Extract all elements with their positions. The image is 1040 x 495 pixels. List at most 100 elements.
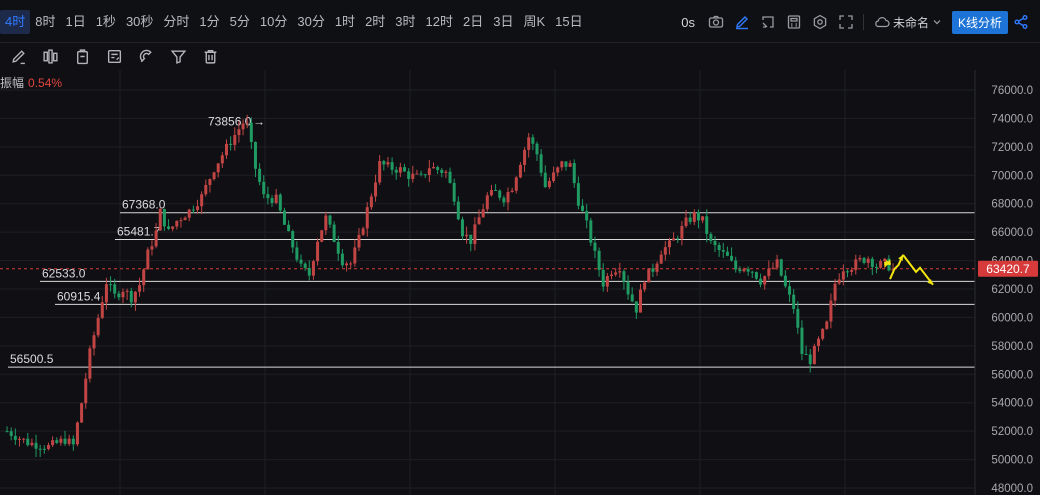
kline-analysis-button[interactable]: K线分析 (951, 10, 1008, 34)
candle-body (477, 217, 481, 225)
candle-body (229, 143, 233, 145)
candle-body (804, 353, 808, 355)
filter-icon[interactable] (162, 42, 194, 70)
candle-body (543, 172, 547, 188)
candle-body (821, 328, 825, 339)
candle-body (634, 301, 638, 313)
magnet-icon[interactable] (130, 42, 162, 70)
candle-body (431, 167, 435, 169)
timeframe-tab[interactable]: 周K (523, 14, 546, 29)
y-tick-label: 62000.0 (991, 284, 1033, 296)
draw-pencil-icon[interactable] (2, 42, 34, 70)
candle-body (411, 173, 415, 179)
candle-body (742, 268, 746, 272)
timeframe-tab[interactable]: 5分 (229, 14, 250, 29)
y-axis: 76000.0 74000.0 72000.0 70000.0 68000.0 66000… (974, 70, 1038, 495)
candle-body (51, 440, 55, 446)
template-icon[interactable] (98, 42, 130, 70)
candle-body (303, 263, 307, 268)
candle-body (71, 438, 75, 445)
candle-body (270, 198, 274, 203)
candle-body (560, 161, 564, 168)
candle-body (167, 226, 171, 229)
projection-arrows (884, 254, 934, 286)
timeframe-tab[interactable]: 15日 (555, 14, 583, 29)
timeframe-tab[interactable]: 30秒 (125, 14, 154, 29)
candle-body (386, 162, 390, 165)
camera-icon[interactable] (703, 10, 729, 34)
candle-body (423, 174, 427, 176)
settings-icon[interactable] (807, 10, 833, 34)
candle-body (535, 143, 539, 155)
candle-body (605, 276, 609, 287)
y-tick-label: 68000.0 (991, 199, 1033, 211)
y-tick-label: 50000.0 (991, 455, 1033, 467)
timeframe-tab[interactable]: 3时 (395, 14, 416, 29)
timeframe-tab[interactable]: 2时 (365, 14, 386, 29)
candle-body (378, 161, 382, 183)
indicator-icon[interactable] (34, 42, 66, 70)
expand-icon[interactable] (833, 10, 859, 34)
candle-body (473, 224, 477, 244)
candle-body (481, 209, 485, 218)
share-icon[interactable] (1008, 10, 1034, 34)
candle-body (858, 257, 862, 260)
candle-body (427, 168, 431, 175)
price-chart[interactable]: 73856.0 → 67368.0 65481.7 62533.0 60915.4 5650… (0, 70, 1040, 495)
candle-body (465, 234, 469, 237)
candle-body (212, 172, 216, 180)
candle-body (262, 181, 266, 195)
candle-body (709, 233, 713, 241)
candle-body (365, 207, 369, 229)
current-price-tag (978, 260, 1038, 277)
candle-body (891, 268, 895, 271)
layout-selector[interactable]: 未命名 (868, 14, 948, 31)
timeframe-tab[interactable]: 12时 (425, 14, 453, 29)
candle-body (403, 167, 407, 172)
timeframe-tab[interactable]: 10分 (259, 14, 288, 29)
timeframe-tab[interactable]: 1分 (199, 14, 220, 29)
candle-body (630, 294, 634, 302)
candle-body (138, 285, 142, 292)
candle-body (133, 291, 137, 303)
timeframe-tab[interactable]: 4时 (0, 10, 31, 34)
current-price-label: 63420.7 (986, 262, 1030, 276)
calculator-icon[interactable] (781, 10, 807, 34)
timeframe-tab[interactable]: 分时 (163, 14, 190, 29)
candle-body (717, 245, 721, 251)
timeframe-tab[interactable]: 30分 (297, 14, 325, 29)
candle-body (5, 431, 9, 433)
candle-body (597, 250, 601, 270)
amplitude-readout: 振幅 0.54% (0, 74, 62, 91)
y-tick-label: 66000.0 (991, 227, 1033, 239)
candle-body (750, 271, 754, 273)
candle-body (17, 438, 21, 440)
candle-body (394, 169, 398, 173)
y-tick-label: 72000.0 (991, 142, 1033, 154)
copy-icon[interactable] (66, 42, 98, 70)
timeframe-tab[interactable]: 1日 (65, 14, 86, 29)
candle-body (680, 226, 684, 239)
candle-body (638, 289, 642, 313)
candle-body (775, 259, 779, 268)
candle-body (514, 177, 518, 191)
timeframe-tab[interactable]: 1秒 (95, 14, 116, 29)
candle-body (547, 181, 551, 188)
timeframe-tab[interactable]: 8时 (35, 14, 56, 29)
candles (5, 114, 895, 457)
trash-icon[interactable] (194, 42, 226, 70)
timeframe-tab[interactable]: 2日 (463, 14, 484, 29)
timeframe-tab[interactable]: 1时 (334, 14, 356, 29)
candle-body (233, 135, 237, 145)
candle-body (469, 234, 473, 244)
candle-body (771, 267, 775, 269)
candle-body (187, 209, 191, 218)
fullscreen-exit-icon[interactable] (755, 10, 781, 34)
arrow-head (898, 254, 903, 261)
candle-body (179, 220, 183, 222)
candle-body (353, 247, 357, 264)
pencil-icon[interactable] (729, 10, 755, 34)
candle-body (34, 442, 38, 449)
candle-body (100, 302, 104, 318)
timeframe-tab[interactable]: 3日 (493, 14, 514, 29)
